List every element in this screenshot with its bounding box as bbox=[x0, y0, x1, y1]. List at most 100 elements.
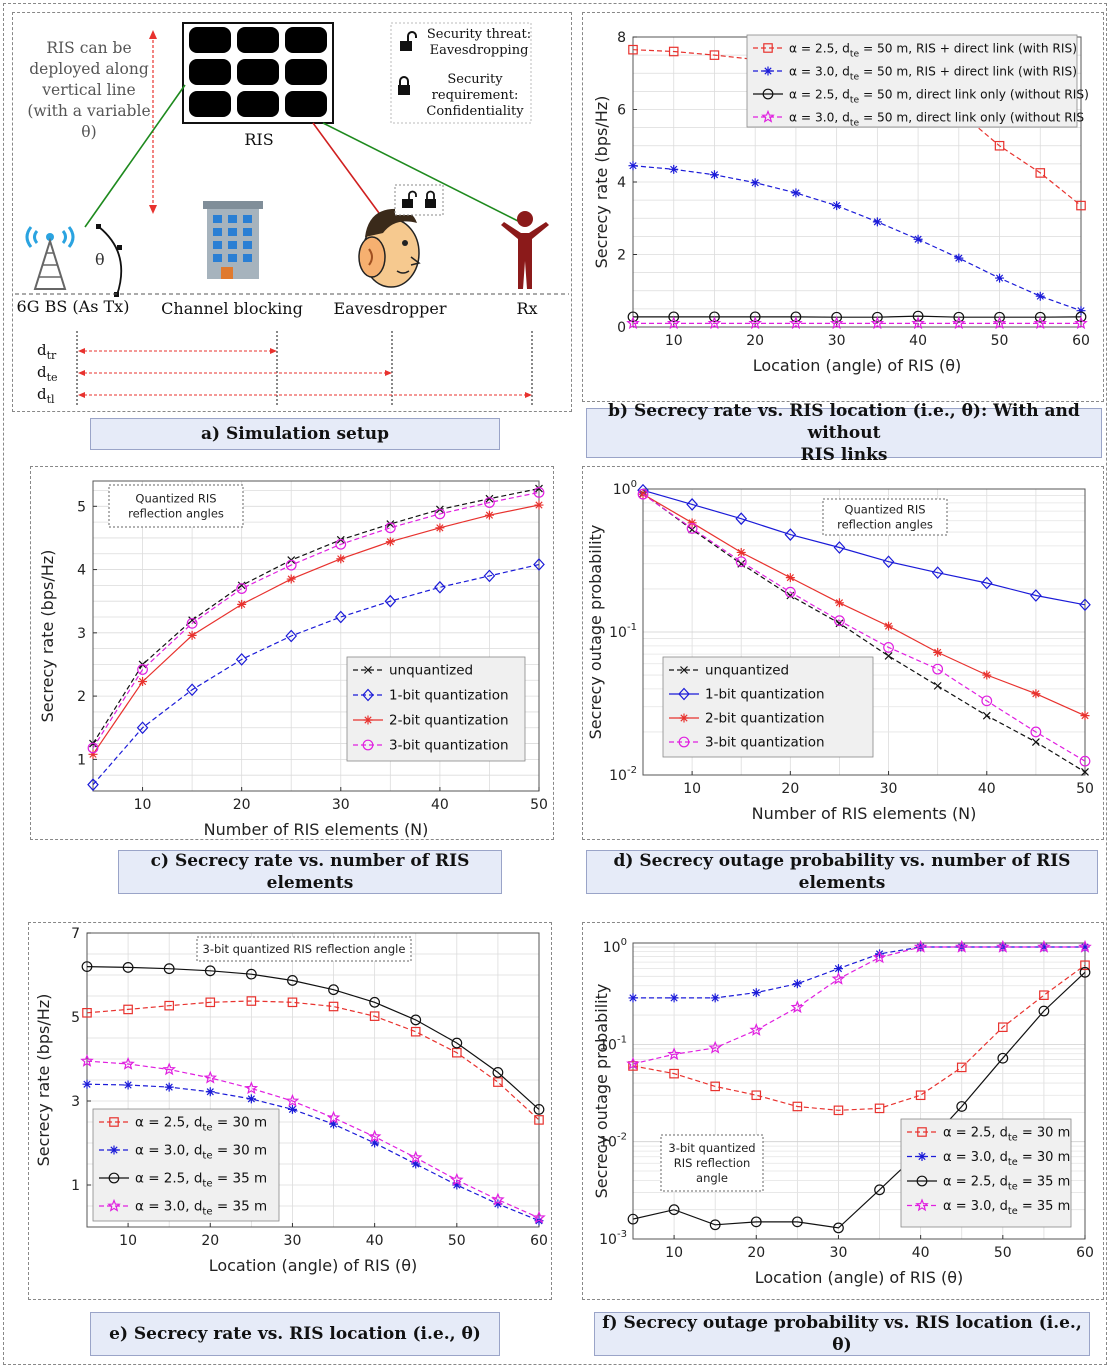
data-point bbox=[882, 555, 895, 569]
data-point bbox=[666, 316, 681, 330]
legend-entry: unquantized bbox=[705, 663, 789, 679]
data-point bbox=[792, 979, 802, 989]
data-point bbox=[410, 1026, 421, 1037]
data-point bbox=[369, 996, 381, 1008]
data-point bbox=[687, 518, 697, 528]
data-point bbox=[186, 683, 198, 697]
data-point bbox=[871, 311, 883, 323]
y-tick-label: 10-1 bbox=[599, 1034, 627, 1053]
data-point bbox=[628, 993, 638, 1003]
base-station-tower-icon bbox=[25, 226, 75, 290]
x-tick-label: 40 bbox=[909, 333, 927, 349]
data-point bbox=[164, 1082, 174, 1092]
data-point bbox=[917, 1152, 927, 1161]
data-point bbox=[235, 653, 248, 666]
data-point bbox=[750, 178, 760, 188]
series-magenta bbox=[637, 488, 1091, 767]
data-point bbox=[835, 619, 844, 628]
data-point bbox=[884, 652, 893, 660]
data-point bbox=[109, 1117, 119, 1127]
data-point bbox=[994, 311, 1005, 323]
data-point bbox=[485, 494, 494, 503]
dtr-label: dtr bbox=[37, 341, 57, 362]
data-point bbox=[108, 1172, 120, 1184]
data-point bbox=[367, 1129, 382, 1143]
legend-entry: unquantized bbox=[389, 663, 473, 679]
data-point bbox=[237, 599, 247, 609]
data-point bbox=[328, 984, 339, 996]
data-point bbox=[434, 508, 446, 520]
series-line bbox=[86, 1000, 540, 1121]
security-legend-box bbox=[390, 22, 532, 124]
ris-element bbox=[285, 59, 327, 85]
data-point bbox=[735, 512, 748, 526]
ris-element bbox=[189, 27, 231, 53]
receiver-person-icon bbox=[501, 211, 549, 289]
x-tick-label: 10 bbox=[134, 797, 152, 813]
x-tick-label: 20 bbox=[233, 797, 251, 813]
data-point bbox=[484, 497, 495, 508]
panel-f: 10 20 30 40 50 60 100 10-1 10-2 10-3 Location (ang… bbox=[582, 922, 1104, 1300]
annotation-box bbox=[108, 484, 244, 528]
data-point bbox=[954, 939, 969, 953]
x-tick-label: 50 bbox=[530, 797, 548, 813]
data-point bbox=[956, 1101, 968, 1112]
data-point bbox=[628, 1061, 638, 1071]
data-point bbox=[668, 1204, 680, 1216]
ris-element bbox=[237, 91, 279, 117]
legend-entry: α = 2.5, dte = 35 m bbox=[943, 1175, 1070, 1193]
ris-note-line: (with a variable bbox=[27, 102, 150, 120]
data-point bbox=[451, 1037, 463, 1049]
theta-arc bbox=[98, 226, 123, 296]
series-line bbox=[92, 563, 540, 786]
caption-d: d) Secrecy outage probability vs. number… bbox=[586, 850, 1098, 894]
data-point bbox=[285, 1093, 300, 1107]
legend-entry: 3-bit quantization bbox=[389, 738, 509, 754]
legend-entry: 3-bit quantization bbox=[705, 735, 825, 751]
x-axis-label: Location (angle) of RIS (θ) bbox=[209, 1256, 418, 1275]
legend: unquantized 1-bit quantization 2-bit quant… bbox=[662, 656, 874, 758]
series-line bbox=[86, 1060, 540, 1219]
data-point bbox=[326, 1110, 341, 1124]
data-point bbox=[627, 1213, 639, 1225]
chart-b: 10 20 30 40 50 60 0 2 4 6 8 Location (angle) of RIS… bbox=[592, 30, 1090, 375]
data-point bbox=[484, 510, 494, 520]
data-point bbox=[874, 1103, 885, 1114]
x-tick-label: 40 bbox=[912, 1245, 930, 1261]
data-point bbox=[917, 1127, 927, 1137]
x-tick-label: 10 bbox=[665, 333, 683, 349]
data-point bbox=[884, 621, 894, 631]
data-point bbox=[137, 664, 148, 675]
data-point bbox=[832, 201, 842, 211]
data-point bbox=[680, 666, 688, 674]
data-point bbox=[187, 630, 197, 640]
x-axis-label: Number of RIS elements (N) bbox=[204, 820, 429, 839]
chart-f: 10 20 30 40 50 60 100 10-1 10-2 10-3 Location (ang… bbox=[592, 937, 1094, 1287]
data-point bbox=[1080, 960, 1090, 971]
y-tick-label: 1 bbox=[71, 1178, 80, 1194]
data-point bbox=[107, 1198, 121, 1212]
data-point bbox=[245, 968, 257, 980]
x-tick-label: 60 bbox=[1072, 333, 1090, 349]
series-line bbox=[633, 315, 1082, 318]
data-point bbox=[1030, 589, 1042, 602]
y-tick-label: 4 bbox=[77, 563, 86, 579]
data-point bbox=[1080, 711, 1090, 721]
caption-a-text: a) Simulation setup bbox=[201, 424, 389, 444]
series-line bbox=[86, 966, 540, 1110]
x-tick-label: 20 bbox=[781, 781, 799, 797]
data-point bbox=[186, 617, 198, 629]
data-point bbox=[1039, 942, 1049, 952]
data-point bbox=[1076, 306, 1086, 316]
annotation-text: RIS reflection bbox=[674, 1156, 751, 1170]
caption-f-text: f) Secrecy outage probability vs. RIS lo… bbox=[602, 1313, 1082, 1355]
grid bbox=[86, 932, 540, 1228]
plot-area bbox=[642, 488, 1086, 776]
series-line bbox=[632, 971, 1086, 1229]
annotation-text: reflection angles bbox=[837, 518, 933, 532]
data-point bbox=[874, 1184, 885, 1196]
data-point bbox=[834, 615, 845, 627]
data-point bbox=[1078, 939, 1092, 953]
y-axis-label: Secrecy outage probability bbox=[586, 525, 605, 740]
legend-entry: α = 2.5, dte = 30 m bbox=[135, 1115, 267, 1134]
